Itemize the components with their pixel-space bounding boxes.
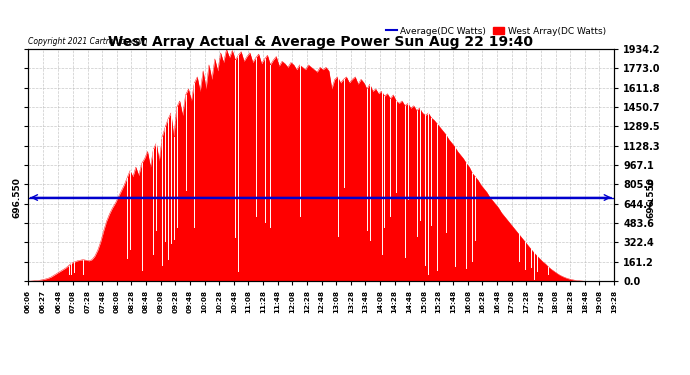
Text: 696.550: 696.550 [647,177,656,218]
Legend: Average(DC Watts), West Array(DC Watts): Average(DC Watts), West Array(DC Watts) [382,23,609,39]
Text: Copyright 2021 Cartronics.com: Copyright 2021 Cartronics.com [28,38,147,46]
Title: West Array Actual & Average Power Sun Aug 22 19:40: West Array Actual & Average Power Sun Au… [108,35,533,49]
Text: 696.550: 696.550 [12,177,22,218]
